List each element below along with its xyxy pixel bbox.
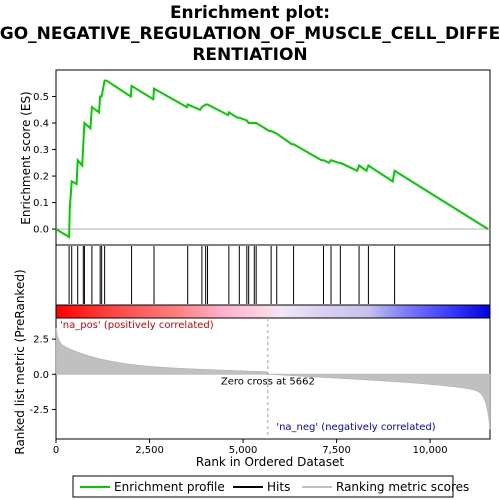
heat-band (55, 304, 491, 319)
legend-metric-label: Ranking metric scores (336, 480, 469, 494)
x-tick-label: 7,500 (322, 445, 351, 456)
x-tick-label: 10,000 (413, 445, 448, 456)
metric-tick-label: 2.5 (33, 335, 49, 346)
metric-tick-label: -2.5 (29, 405, 49, 416)
es-axis: 0.0 0.1 0.2 0.3 0.4 0.5 (33, 92, 56, 236)
metric-tick-label: 0.0 (33, 370, 49, 381)
neg-label: 'na_neg' (negatively correlated) (276, 422, 435, 433)
x-axis: 0 2,500 5,000 7,500 10,000 (53, 439, 448, 456)
es-tick-label: 0.2 (33, 172, 49, 183)
chart-title-line-1: Enrichment plot: (170, 3, 330, 23)
legend: Enrichment profile Hits Ranking metric s… (72, 475, 469, 498)
x-axis-label: Rank in Ordered Dataset (196, 455, 344, 469)
x-tick-label: 2,500 (135, 445, 164, 456)
legend-es-label: Enrichment profile (114, 480, 225, 494)
es-panel (55, 69, 491, 246)
es-tick-label: 0.5 (33, 92, 49, 103)
es-tick-label: 0.0 (33, 225, 49, 236)
x-tick-label: 5,000 (229, 445, 258, 456)
hits (68, 246, 396, 304)
x-tick-label: 0 (53, 445, 59, 456)
zero-cross-label: Zero cross at 5662 (221, 376, 315, 387)
es-tick-label: 0.1 (33, 198, 49, 209)
es-tick-label: 0.4 (33, 119, 49, 130)
metric-ylabel: Ranked list metric (PreRanked) (13, 269, 27, 454)
es-tick-label: 0.3 (33, 145, 49, 156)
enrichment-profile-line (55, 79, 489, 239)
legend-hits-label: Hits (267, 480, 290, 494)
pos-label: 'na_pos' (positively correlated) (60, 320, 214, 331)
chart-title-line-3: RENTIATION (192, 45, 307, 65)
es-ylabel: Enrichment score (ES) (19, 91, 33, 224)
chart-title-line-2: GO_NEGATIVE_REGULATION_OF_MUSCLE_CELL_DI… (0, 24, 500, 44)
hits-panel (55, 244, 491, 306)
metric-axis: 2.5 0.0 -2.5 (29, 335, 56, 416)
